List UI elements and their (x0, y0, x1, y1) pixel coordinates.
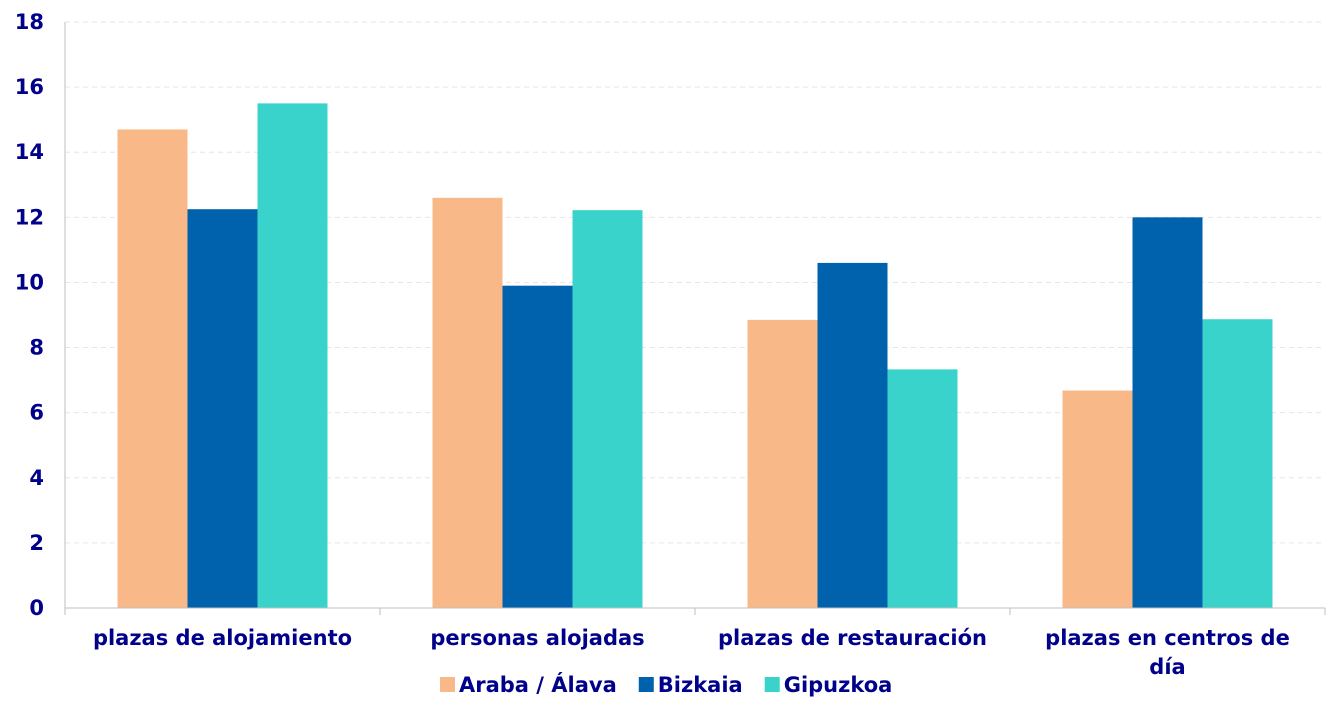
bar (257, 103, 328, 608)
y-tick-label: 18 (15, 10, 44, 34)
x-category-label: día (1149, 655, 1185, 679)
bar (502, 285, 573, 608)
axes (64, 22, 1326, 615)
legend-label: Araba / Álava (459, 672, 617, 697)
x-axis-category-labels: plazas de alojamiento personas alojadas pl… (93, 626, 1290, 679)
y-tick-label: 12 (15, 205, 44, 229)
bar (1132, 217, 1203, 609)
legend-swatch (764, 677, 780, 692)
bar (747, 319, 818, 608)
y-tick-label: 10 (15, 270, 44, 294)
legend-label: Gipuzkoa (784, 673, 893, 697)
bar (887, 369, 958, 608)
bar (1202, 319, 1273, 608)
bars (117, 103, 1273, 609)
y-tick-label: 8 (29, 336, 44, 360)
legend-label: Bizkaia (658, 673, 743, 697)
bar (817, 262, 888, 608)
x-category-label: plazas en centros de (1045, 626, 1290, 650)
legend-swatch (440, 677, 455, 692)
y-tick-label: 2 (29, 531, 44, 555)
x-category-label: plazas de alojamiento (93, 626, 352, 650)
bar (1062, 390, 1133, 608)
legend-swatch (638, 677, 654, 692)
y-tick-label: 6 (29, 401, 44, 425)
y-tick-label: 0 (29, 596, 44, 620)
y-axis-tick-labels: 0 2 4 6 8 10 12 14 16 18 (15, 10, 44, 620)
x-category-label: plazas de restauración (718, 626, 987, 650)
legend: Araba / Álava Bizkaia Gipuzkoa (440, 672, 892, 697)
bar (187, 209, 258, 608)
y-tick-label: 4 (29, 466, 44, 490)
bar (117, 129, 188, 608)
bar (432, 197, 503, 609)
x-category-label: personas alojadas (430, 626, 644, 650)
bar (572, 210, 643, 608)
y-tick-label: 14 (15, 140, 44, 164)
y-tick-label: 16 (15, 75, 44, 99)
